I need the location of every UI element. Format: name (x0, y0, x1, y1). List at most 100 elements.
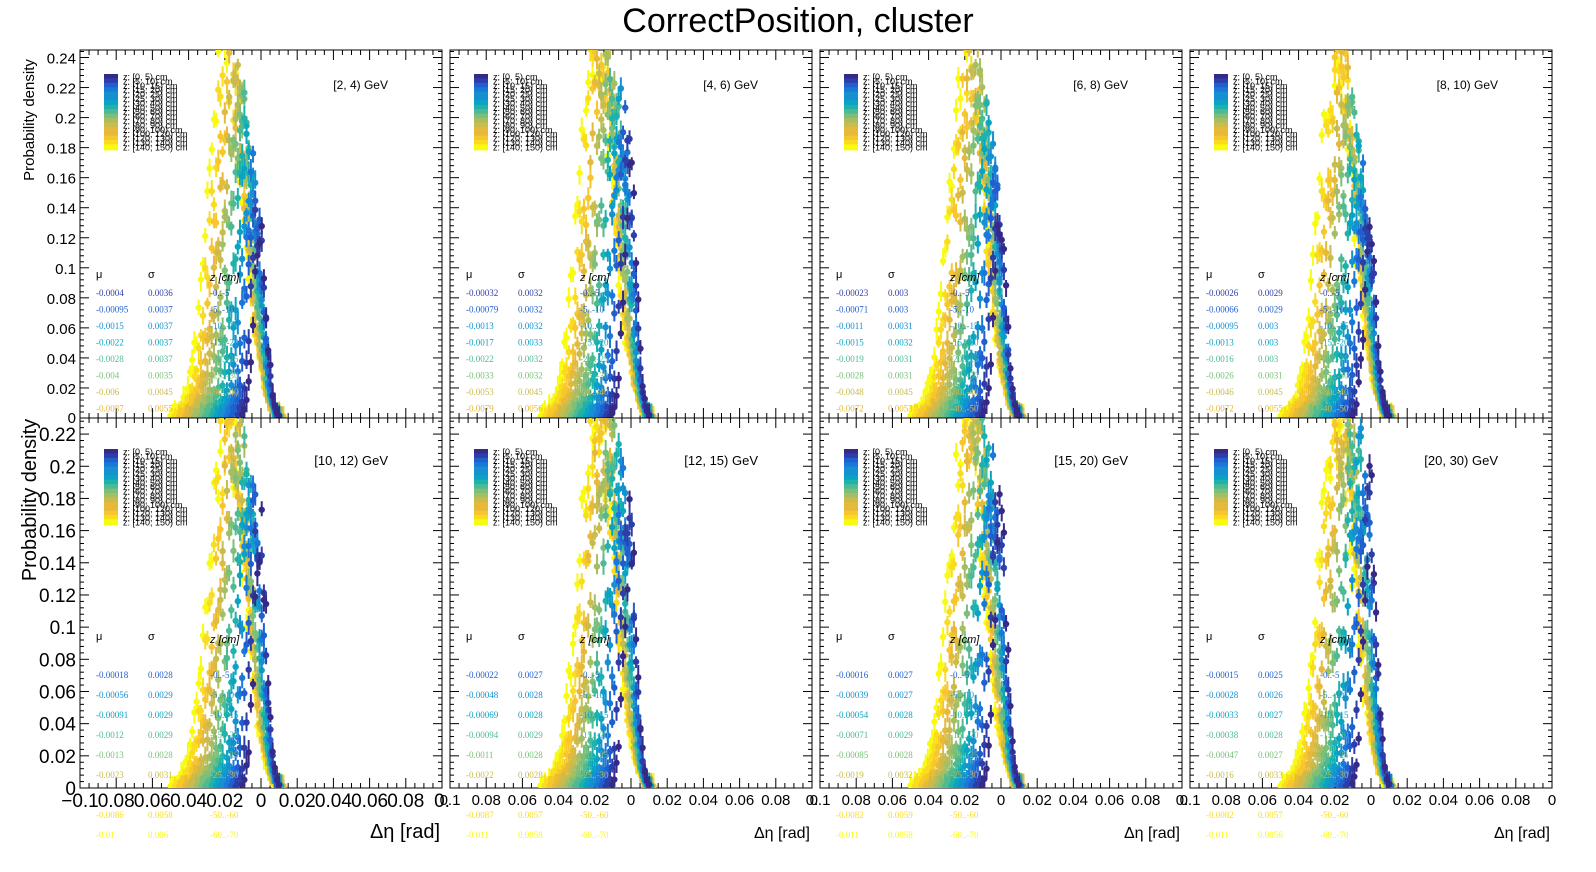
data-point (1338, 171, 1345, 179)
legend-marker (844, 113, 858, 120)
legend-marker (844, 140, 858, 146)
data-point (622, 156, 629, 164)
data-point (585, 381, 592, 388)
data-point (230, 200, 237, 207)
legend-marker (104, 126, 118, 133)
data-point (632, 282, 640, 289)
data-point (217, 256, 224, 264)
data-point (965, 366, 973, 374)
stats-sigma-value: 0.0037 (148, 321, 173, 331)
data-point (611, 310, 618, 317)
data-point (639, 383, 646, 390)
data-point (600, 31, 606, 37)
legend-marker (104, 91, 118, 98)
y-tick-label: 0.16 (47, 171, 76, 188)
legend-marker (844, 122, 858, 129)
stats-mu-value: -0.0072 (836, 404, 864, 414)
stats-z-header: z [cm] (949, 272, 980, 284)
data-point (630, 232, 638, 239)
data-point (210, 264, 218, 271)
data-point (598, 116, 605, 123)
data-point (604, 111, 612, 118)
data-point (1000, 245, 1008, 253)
data-point (219, 229, 226, 236)
legend-label: z: [140, 150) cm (493, 142, 558, 152)
stats-sigma-value: 0.0037 (148, 338, 173, 348)
data-point (225, 316, 233, 324)
panel-1: 0.02 0.04 0.06 0.08 0.1 0.12 0.14 0.16 0.18 0.2 0.… (21, 49, 443, 427)
stats-z-value: -30..-40 (210, 387, 239, 397)
data-point (1329, 3, 1335, 9)
legend-marker (474, 131, 488, 138)
data-point (961, 370, 968, 377)
data-point (202, 264, 209, 272)
legend-marker (844, 126, 858, 133)
legend-label: z: [50, 60) cm (493, 107, 548, 117)
data-point (232, 140, 239, 148)
data-point (959, 382, 966, 389)
data-point (976, 101, 984, 109)
data-point (600, 102, 607, 109)
data-point (589, 130, 596, 137)
data-point (604, 156, 612, 164)
data-point (626, 244, 633, 251)
data-point (1320, 331, 1328, 338)
data-point (221, 336, 228, 344)
legend-label: z: [80, 90) cm (123, 120, 178, 130)
stats-z-value: -20..-25 (210, 354, 239, 364)
legend-marker (844, 87, 858, 94)
legend-label: z: [100, 120) cm (493, 129, 558, 139)
data-point (606, 332, 614, 340)
legend-label: z: [10, 15) cm (123, 81, 178, 91)
data-point (1329, 286, 1336, 294)
stats-sigma-value: 0.0032 (518, 354, 543, 364)
data-point (972, 278, 979, 286)
legend-label: z: [5, 10) cm (123, 76, 173, 86)
data-point (1344, 64, 1352, 71)
data-point (595, 216, 603, 224)
data-point (578, 251, 585, 259)
data-point (637, 365, 644, 372)
data-point (992, 267, 999, 274)
data-point (585, 95, 592, 102)
stats-mu-value: -0.0011 (836, 321, 863, 331)
data-point (619, 299, 627, 306)
data-point (221, 267, 228, 274)
data-point (635, 325, 642, 332)
data-point (957, 301, 964, 309)
stats-mu-value: -0.0022 (96, 338, 124, 348)
stats-mu-value: -0.0004 (96, 288, 124, 298)
legend-label: z: [130, 140) cm (493, 138, 558, 148)
data-point (607, 40, 613, 46)
stats-mu-value: -0.0033 (466, 371, 494, 381)
data-point (241, 334, 248, 341)
data-point (615, 237, 622, 244)
legend-label: z: [140, 150) cm (863, 142, 928, 152)
data-point (970, 333, 977, 340)
data-point (617, 330, 625, 337)
stats-sigma-value: 0.0033 (518, 338, 543, 348)
stats-mu-value: -0.00079 (466, 305, 499, 315)
stats-sigma-value: 0.0032 (888, 338, 913, 348)
data-point (193, 367, 200, 374)
data-point (275, 412, 283, 418)
stats-mu-header: μ (466, 269, 472, 281)
data-point (267, 361, 274, 369)
legend-marker (104, 144, 118, 151)
data-point (604, 352, 612, 359)
data-point (996, 275, 1003, 283)
data-point (236, 271, 244, 278)
data-point (234, 319, 242, 326)
data-point (1346, 155, 1354, 163)
data-point (976, 211, 984, 218)
data-point (206, 165, 213, 172)
data-point (985, 129, 992, 136)
stats-sigma-value: 0.0056 (518, 404, 543, 414)
data-point (611, 150, 618, 157)
data-point (232, 255, 239, 263)
data-point (587, 35, 593, 41)
data-point (1318, 372, 1325, 379)
legend-marker (104, 78, 118, 85)
data-point (578, 366, 585, 373)
data-point (241, 165, 248, 172)
